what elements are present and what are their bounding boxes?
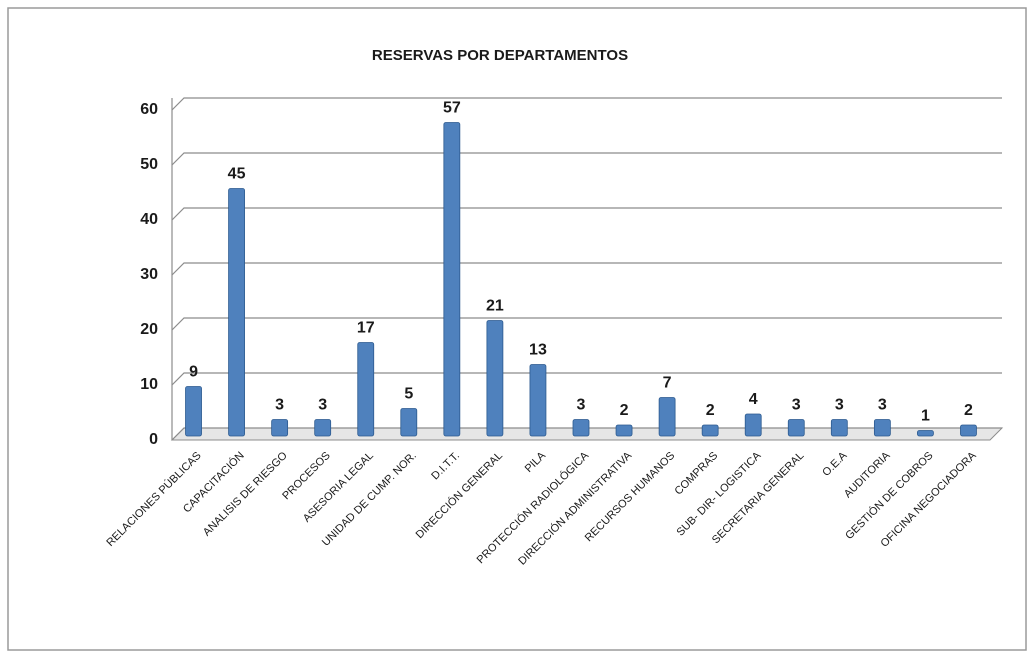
- bar: [658, 397, 676, 437]
- bar: [529, 364, 547, 437]
- chart-border: [7, 7, 1027, 651]
- value-label: 2: [964, 402, 973, 419]
- value-label: 45: [228, 166, 246, 183]
- value-label: 2: [706, 402, 715, 419]
- value-label: 21: [486, 298, 504, 315]
- bar: [830, 419, 848, 437]
- bar: [443, 122, 461, 437]
- bar: [228, 188, 245, 437]
- value-label: 57: [443, 100, 461, 117]
- bar: [701, 424, 719, 437]
- grid-line: [171, 427, 1002, 441]
- y-tick-label: 0: [149, 431, 158, 448]
- bar: [271, 419, 289, 437]
- value-label: 7: [663, 375, 672, 392]
- grid-line: [171, 152, 1002, 166]
- bar: [400, 408, 418, 437]
- y-tick-label: 60: [140, 101, 158, 118]
- bar: [787, 419, 805, 437]
- value-label: 17: [357, 320, 375, 337]
- bar: [314, 419, 332, 437]
- value-label: 3: [878, 397, 887, 414]
- value-label: 13: [529, 342, 547, 359]
- grid-line: [171, 97, 1002, 111]
- value-label: 3: [577, 397, 586, 414]
- value-label: 4: [749, 391, 758, 408]
- y-tick-label: 20: [140, 321, 158, 338]
- value-label: 9: [189, 364, 198, 381]
- y-tick-label: 10: [140, 376, 158, 393]
- grid-line: [171, 317, 1002, 331]
- y-tick-label: 30: [140, 266, 158, 283]
- value-label: 3: [835, 397, 844, 414]
- y-tick-label: 40: [140, 211, 158, 228]
- y-tick-label: 50: [140, 156, 158, 173]
- bar: [917, 430, 934, 437]
- grid-line: [171, 262, 1002, 276]
- bar: [185, 386, 202, 437]
- value-label: 1: [921, 408, 930, 425]
- grid-line: [171, 207, 1002, 221]
- bar: [357, 342, 375, 437]
- value-label: 3: [792, 397, 801, 414]
- bar: [572, 419, 590, 437]
- bar: [615, 424, 633, 437]
- value-label: 5: [404, 386, 413, 403]
- value-label: 2: [620, 402, 629, 419]
- bar: [486, 320, 504, 437]
- value-label: 3: [275, 397, 284, 414]
- value-label: 3: [318, 397, 327, 414]
- bar: [744, 413, 762, 437]
- bar: [873, 419, 891, 437]
- chart-title: RESERVAS POR DEPARTAMENTOS: [372, 47, 628, 64]
- bar: [960, 424, 977, 437]
- grid-line: [171, 372, 1002, 386]
